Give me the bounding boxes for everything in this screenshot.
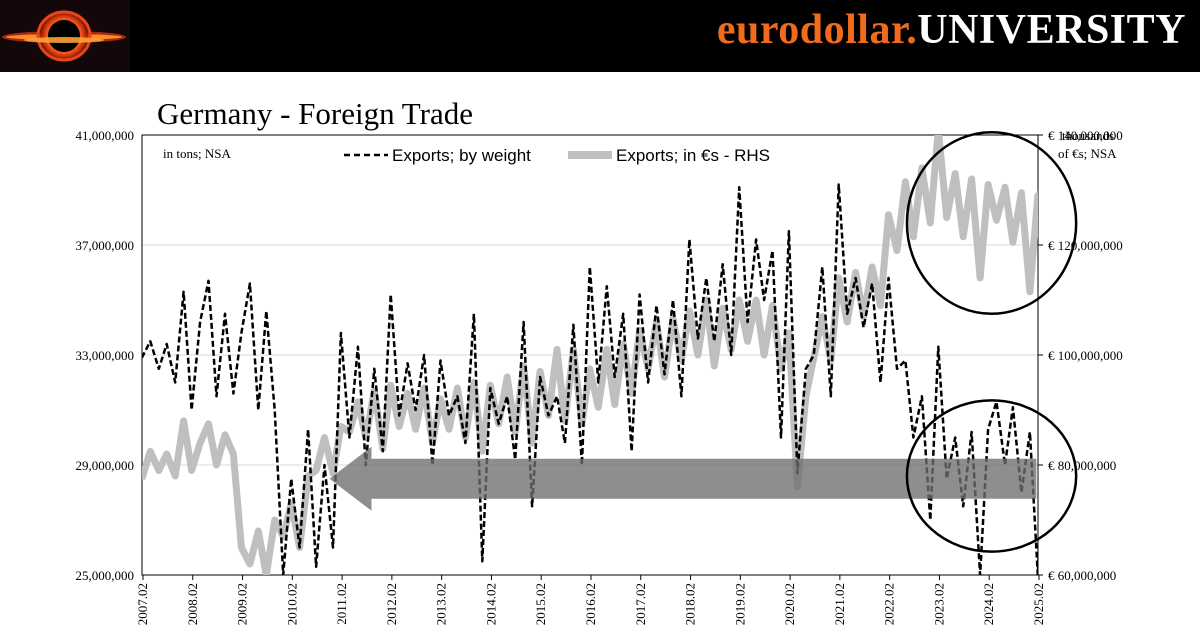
x-tick-label: 2020.02 xyxy=(782,583,797,625)
x-tick-label: 2025.02 xyxy=(1031,583,1046,625)
right-tick-label: € 140,000,000 xyxy=(1048,128,1123,143)
right-tick-label: € 120,000,000 xyxy=(1048,238,1123,253)
right-axis-note-line1: thousands xyxy=(1062,128,1114,143)
left-tick-label: 25,000,000 xyxy=(76,568,135,583)
x-tick-label: 2018.02 xyxy=(683,583,698,625)
x-tick-label: 2015.02 xyxy=(533,583,548,625)
left-tick-label: 29,000,000 xyxy=(76,458,135,473)
right-tick-label: € 100,000,000 xyxy=(1048,348,1123,363)
black-hole-logo-icon xyxy=(0,0,130,72)
x-tick-label: 2021.02 xyxy=(832,583,847,625)
trend-arrow xyxy=(329,446,1037,511)
x-tick-label: 2013.02 xyxy=(434,583,449,625)
x-tick-label: 2008.02 xyxy=(185,583,200,625)
left-axis-note: in tons; NSA xyxy=(163,146,232,161)
x-tick-label: 2016.02 xyxy=(583,583,598,625)
series-line-exports-weight xyxy=(142,183,1038,575)
x-tick-label: 2011.02 xyxy=(334,583,349,625)
header-bar: eurodollar.UNIVERSITY xyxy=(0,0,1200,72)
highlight-circle xyxy=(905,131,1078,315)
left-tick-label: 41,000,000 xyxy=(76,128,135,143)
brand-part-2: UNIVERSITY xyxy=(917,7,1186,53)
brand-title: eurodollar.UNIVERSITY xyxy=(717,6,1186,54)
legend-label-weight: Exports; by weight xyxy=(392,146,531,165)
left-tick-label: 37,000,000 xyxy=(76,238,135,253)
x-axis: 2007.02 2008.02 2009.02 2010.02 2011.02 2012.… xyxy=(135,575,1046,625)
x-tick-label: 2023.02 xyxy=(931,583,946,625)
x-tick-label: 2014.02 xyxy=(483,583,498,625)
legend-label-euros: Exports; in €s - RHS xyxy=(616,146,770,165)
series-line-exports-euros xyxy=(142,135,1038,575)
right-tick-label: € 80,000,000 xyxy=(1048,458,1116,473)
x-tick-label: 2009.02 xyxy=(235,583,250,625)
chart-title: Germany - Foreign Trade xyxy=(157,96,473,131)
right-tick-label: € 60,000,000 xyxy=(1048,568,1116,583)
left-axis: 25,000,000 29,000,000 33,000,000 37,000,000… xyxy=(76,128,135,583)
right-axis: € 60,000,000 € 80,000,000 € 100,000,000 € 1… xyxy=(1038,128,1123,583)
brand-part-1: eurodollar. xyxy=(716,7,918,53)
series-layer xyxy=(142,135,1038,575)
chart-area: Germany - Foreign Trade in tons; NSA tho… xyxy=(76,96,1123,625)
x-tick-label: 2010.02 xyxy=(284,583,299,625)
x-tick-label: 2017.02 xyxy=(633,583,648,625)
x-tick-label: 2019.02 xyxy=(732,583,747,625)
x-tick-label: 2012.02 xyxy=(384,583,399,625)
highlight-circle xyxy=(905,399,1078,553)
legend: Exports; by weight Exports; in €s - RHS xyxy=(344,146,770,165)
left-tick-label: 33,000,000 xyxy=(76,348,135,363)
x-tick-label: 2007.02 xyxy=(135,583,150,625)
annotation-layer xyxy=(329,131,1078,553)
x-tick-label: 2022.02 xyxy=(882,583,897,625)
right-axis-note-line2: of €s; NSA xyxy=(1058,146,1117,161)
x-tick-label: 2024.02 xyxy=(981,583,996,625)
